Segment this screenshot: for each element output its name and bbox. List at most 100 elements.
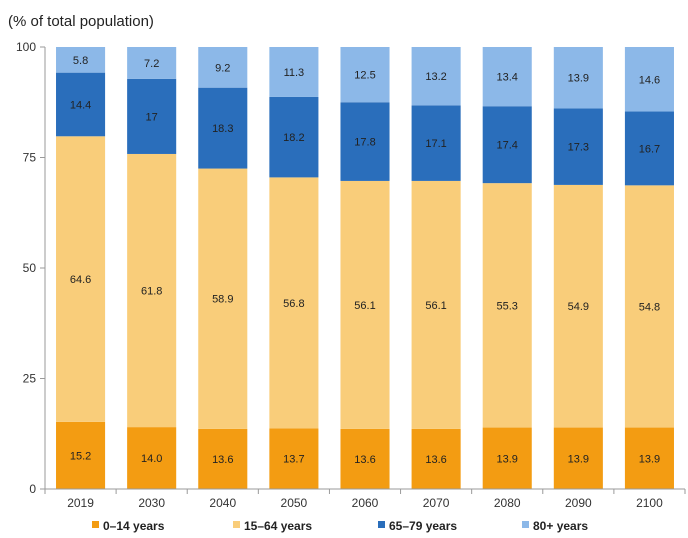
data-label: 13.9 bbox=[497, 453, 518, 465]
bar-segment bbox=[127, 153, 177, 428]
bar-segment bbox=[553, 427, 603, 489]
data-label: 17.8 bbox=[354, 137, 375, 149]
legend-label: 0–14 years bbox=[103, 519, 165, 533]
data-label: 17.1 bbox=[425, 138, 446, 150]
data-label: 13.4 bbox=[497, 72, 518, 84]
data-label: 13.7 bbox=[283, 454, 304, 466]
bar-segment bbox=[482, 47, 532, 107]
bar-segment bbox=[624, 427, 674, 489]
bar-segment bbox=[340, 102, 390, 181]
bar-segment bbox=[624, 47, 674, 112]
data-label: 14.4 bbox=[70, 99, 91, 111]
bar-segment bbox=[56, 47, 106, 73]
bar-segment bbox=[411, 180, 461, 429]
data-label: 11.3 bbox=[284, 67, 305, 79]
x-tick-label: 2060 bbox=[352, 496, 379, 510]
data-labels-layer: 15.2 64.6 14.4 5.8 14.0 61.8 17 7.2 13.6 58.9 18.3… bbox=[70, 55, 660, 466]
legend-swatch bbox=[233, 521, 240, 528]
x-tick-label: 2090 bbox=[565, 496, 592, 510]
data-label: 54.9 bbox=[568, 301, 589, 313]
bar-segment bbox=[127, 47, 177, 79]
data-label: 5.8 bbox=[73, 55, 88, 67]
bar-segment bbox=[340, 47, 390, 103]
x-tick-label: 2070 bbox=[423, 496, 450, 510]
data-label: 13.6 bbox=[212, 454, 233, 466]
data-label: 7.2 bbox=[144, 58, 159, 70]
data-label: 13.6 bbox=[425, 454, 446, 466]
data-label: 61.8 bbox=[141, 286, 162, 298]
x-tick-label: 2100 bbox=[636, 496, 663, 510]
data-label: 54.8 bbox=[639, 301, 660, 313]
legend-swatch bbox=[378, 521, 385, 528]
bar-segment bbox=[553, 184, 603, 428]
bar-segment bbox=[198, 87, 248, 169]
bar-segment bbox=[56, 136, 106, 422]
data-label: 14.0 bbox=[141, 453, 162, 465]
data-label: 55.3 bbox=[497, 300, 518, 312]
legend-label: 15–64 years bbox=[244, 519, 312, 533]
data-label: 12.5 bbox=[354, 70, 375, 82]
bar-segment bbox=[269, 177, 319, 429]
data-label: 13.9 bbox=[568, 453, 589, 465]
y-tick-label: 25 bbox=[23, 372, 37, 386]
bar-segment bbox=[482, 106, 532, 184]
y-tick-label: 100 bbox=[16, 40, 36, 54]
data-label: 56.1 bbox=[425, 300, 446, 312]
y-tick-label: 50 bbox=[23, 261, 37, 275]
bar-segment bbox=[269, 428, 319, 489]
bar-segment bbox=[411, 428, 461, 489]
bar-segment bbox=[624, 111, 674, 186]
bar-segment bbox=[482, 427, 532, 489]
x-tick-label: 2019 bbox=[67, 496, 94, 510]
data-label: 13.9 bbox=[568, 73, 589, 85]
bar-segment bbox=[411, 105, 461, 181]
legend-label: 80+ years bbox=[533, 519, 588, 533]
bar-segment bbox=[56, 421, 106, 489]
data-label: 16.7 bbox=[639, 143, 660, 155]
y-axis: 0 25 50 75 100 bbox=[16, 40, 46, 496]
bar-segment bbox=[269, 96, 319, 178]
data-label: 56.1 bbox=[354, 300, 375, 312]
bar-segment bbox=[624, 185, 674, 428]
legend-label: 65–79 years bbox=[389, 519, 457, 533]
data-label: 18.3 bbox=[212, 123, 233, 135]
bar-segment bbox=[482, 183, 532, 428]
x-tick-label: 2050 bbox=[281, 496, 308, 510]
bar-segment bbox=[198, 47, 248, 88]
y-tick-label: 0 bbox=[29, 482, 36, 496]
data-label: 13.6 bbox=[354, 454, 375, 466]
data-label: 13.2 bbox=[425, 71, 446, 83]
data-label: 13.9 bbox=[639, 453, 660, 465]
data-label: 64.6 bbox=[70, 274, 91, 286]
data-label: 56.8 bbox=[283, 298, 304, 310]
bar-segment bbox=[553, 47, 603, 109]
bar-segment bbox=[340, 180, 390, 429]
bar-segment bbox=[127, 78, 177, 154]
bar-segment bbox=[198, 168, 248, 429]
x-tick-label: 2040 bbox=[209, 496, 236, 510]
data-label: 15.2 bbox=[70, 450, 91, 462]
legend-swatch bbox=[92, 521, 99, 528]
x-tick-label: 2030 bbox=[138, 496, 165, 510]
bar-segment bbox=[269, 47, 319, 97]
bar-segment bbox=[553, 108, 603, 185]
bar-segment bbox=[411, 47, 461, 106]
bar-segment bbox=[340, 428, 390, 489]
data-label: 14.6 bbox=[639, 74, 660, 86]
data-label: 17.3 bbox=[568, 142, 589, 154]
y-tick-label: 75 bbox=[23, 151, 37, 165]
data-label: 18.2 bbox=[283, 132, 304, 144]
data-label: 58.9 bbox=[212, 294, 233, 306]
data-label: 9.2 bbox=[215, 62, 230, 74]
legend-swatch bbox=[522, 521, 529, 528]
x-tick-label: 2080 bbox=[494, 496, 521, 510]
bar-segment bbox=[56, 72, 106, 137]
y-axis-title: (% of total population) bbox=[8, 13, 154, 30]
x-axis: 2019 2030 2040 2050 2060 2070 2080 2090 2100 bbox=[44, 488, 686, 510]
data-label: 17.4 bbox=[497, 140, 518, 152]
bar-segment bbox=[127, 427, 177, 489]
legend: 0–14 years 15–64 years 65–79 years 80+ year… bbox=[92, 519, 588, 533]
bar-segment bbox=[198, 428, 248, 489]
bars-layer bbox=[56, 47, 674, 489]
